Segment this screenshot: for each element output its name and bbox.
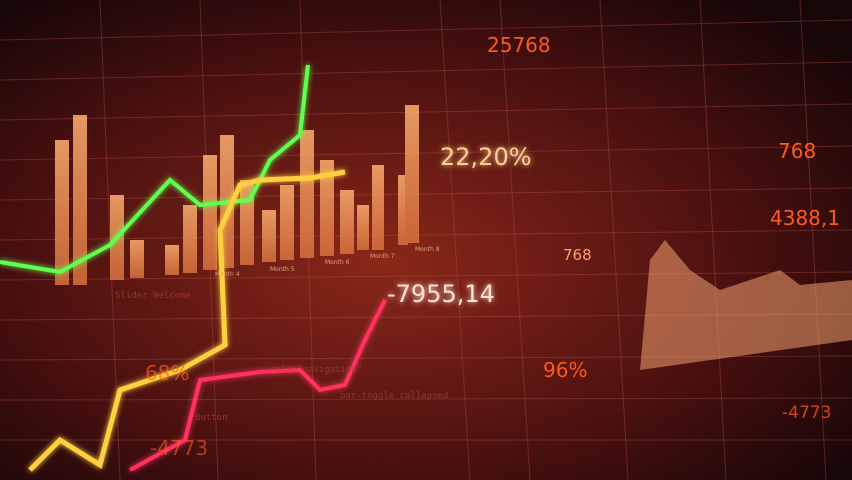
figure: -7955,14 — [387, 280, 495, 308]
figure: 68% — [145, 361, 189, 385]
code-text: role="navigation" — [270, 365, 362, 375]
figure: 4388,1 — [770, 206, 840, 230]
figure: 25768 — [487, 33, 551, 57]
code-text: bar-toggle collapsed — [340, 391, 448, 401]
figure: -4773 — [782, 403, 831, 423]
month-label: Month 8 — [415, 246, 440, 253]
area-chart — [640, 240, 852, 370]
figure: 96% — [543, 358, 587, 382]
code-text: Slider Welcome — [115, 291, 191, 301]
month-label: Month 5 — [270, 266, 295, 273]
month-label: Month 7 — [370, 253, 395, 260]
month-label: Month 4 — [215, 271, 240, 278]
yellow-line — [28, 169, 346, 472]
figure: 768 — [778, 139, 816, 163]
pink-line — [129, 299, 387, 472]
figure: 768 — [563, 246, 592, 264]
code-text: Button — [195, 413, 228, 423]
month-label: Month 6 — [325, 259, 350, 266]
figure: 22,20% — [440, 143, 532, 171]
green-line — [0, 64, 310, 275]
figure: -4773 — [150, 436, 208, 460]
